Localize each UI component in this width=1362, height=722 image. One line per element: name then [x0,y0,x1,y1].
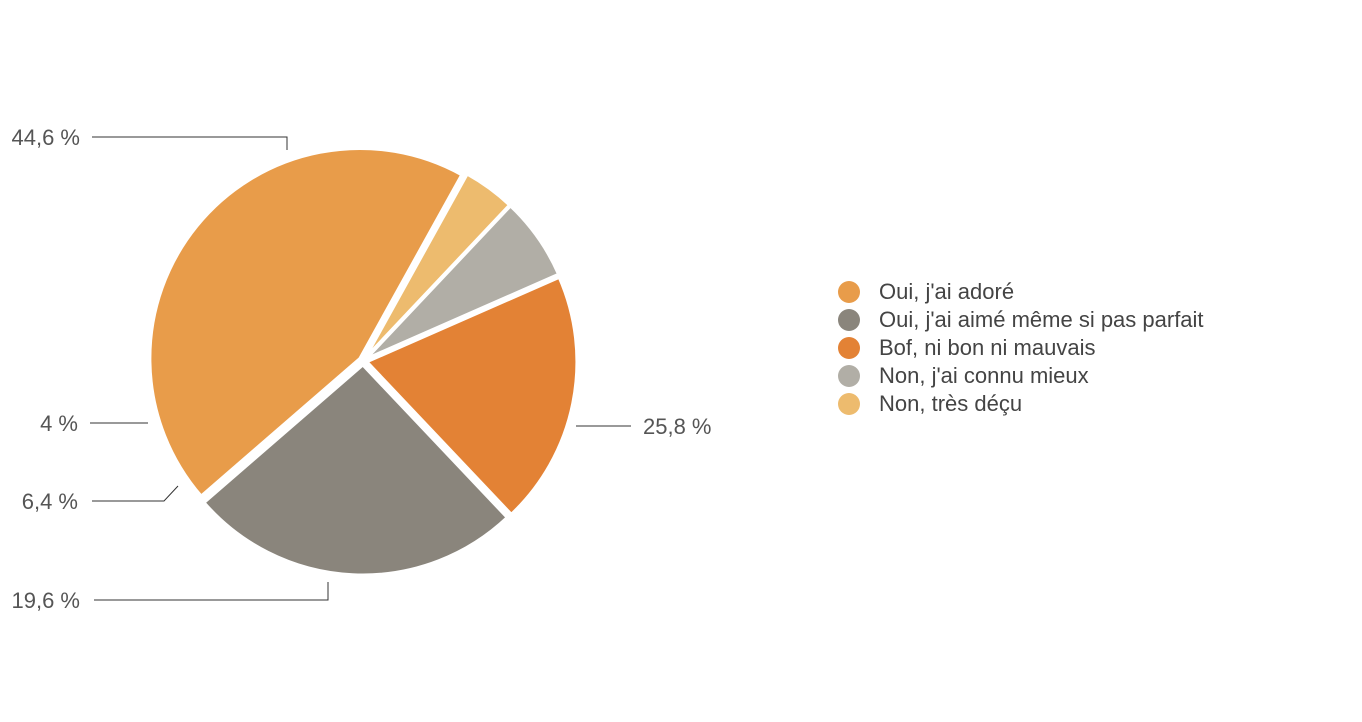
slice-label-oui-aime: 25,8 % [643,414,712,439]
legend-item-oui-adore: Oui, j'ai adoré [838,278,1204,306]
leader-line-non-mieux [92,485,179,502]
legend-item-non-mieux: Non, j'ai connu mieux [838,362,1204,390]
legend-label-non-decu: Non, très déçu [879,391,1023,416]
leader-line-bof [94,582,329,601]
legend-label-non-mieux: Non, j'ai connu mieux [879,363,1089,388]
legend-swatch-oui-adore [838,281,860,303]
slice-label-oui-adore: 44,6 % [12,125,81,150]
legend-swatch-non-mieux [838,365,860,387]
legend-swatch-bof [838,337,860,359]
legend-item-non-decu: Non, très déçu [838,390,1204,418]
legend-swatch-non-decu [838,393,860,415]
pie-slices [148,146,579,577]
slice-oui-aime [202,363,509,577]
slice-label-non-decu: 4 % [40,411,78,436]
legend-item-oui-aime: Oui, j'ai aimé même si pas parfait [838,306,1204,334]
legend-label-oui-aime: Oui, j'ai aimé même si pas parfait [879,307,1204,332]
slice-bof [365,275,579,516]
slice-label-non-mieux: 6,4 % [22,489,78,514]
slice-non-decu [363,172,511,360]
chart-legend: Oui, j'ai adoré Oui, j'ai aimé même si p… [838,278,1204,418]
legend-label-oui-adore: Oui, j'ai adoré [879,279,1015,304]
leader-line-oui-adore [92,136,288,150]
legend-item-bof: Bof, ni bon ni mauvais [838,334,1204,362]
slice-oui-adore [148,146,464,498]
legend-swatch-oui-aime [838,309,860,331]
slice-label-bof: 19,6 % [12,588,81,613]
legend-label-bof: Bof, ni bon ni mauvais [879,335,1096,360]
